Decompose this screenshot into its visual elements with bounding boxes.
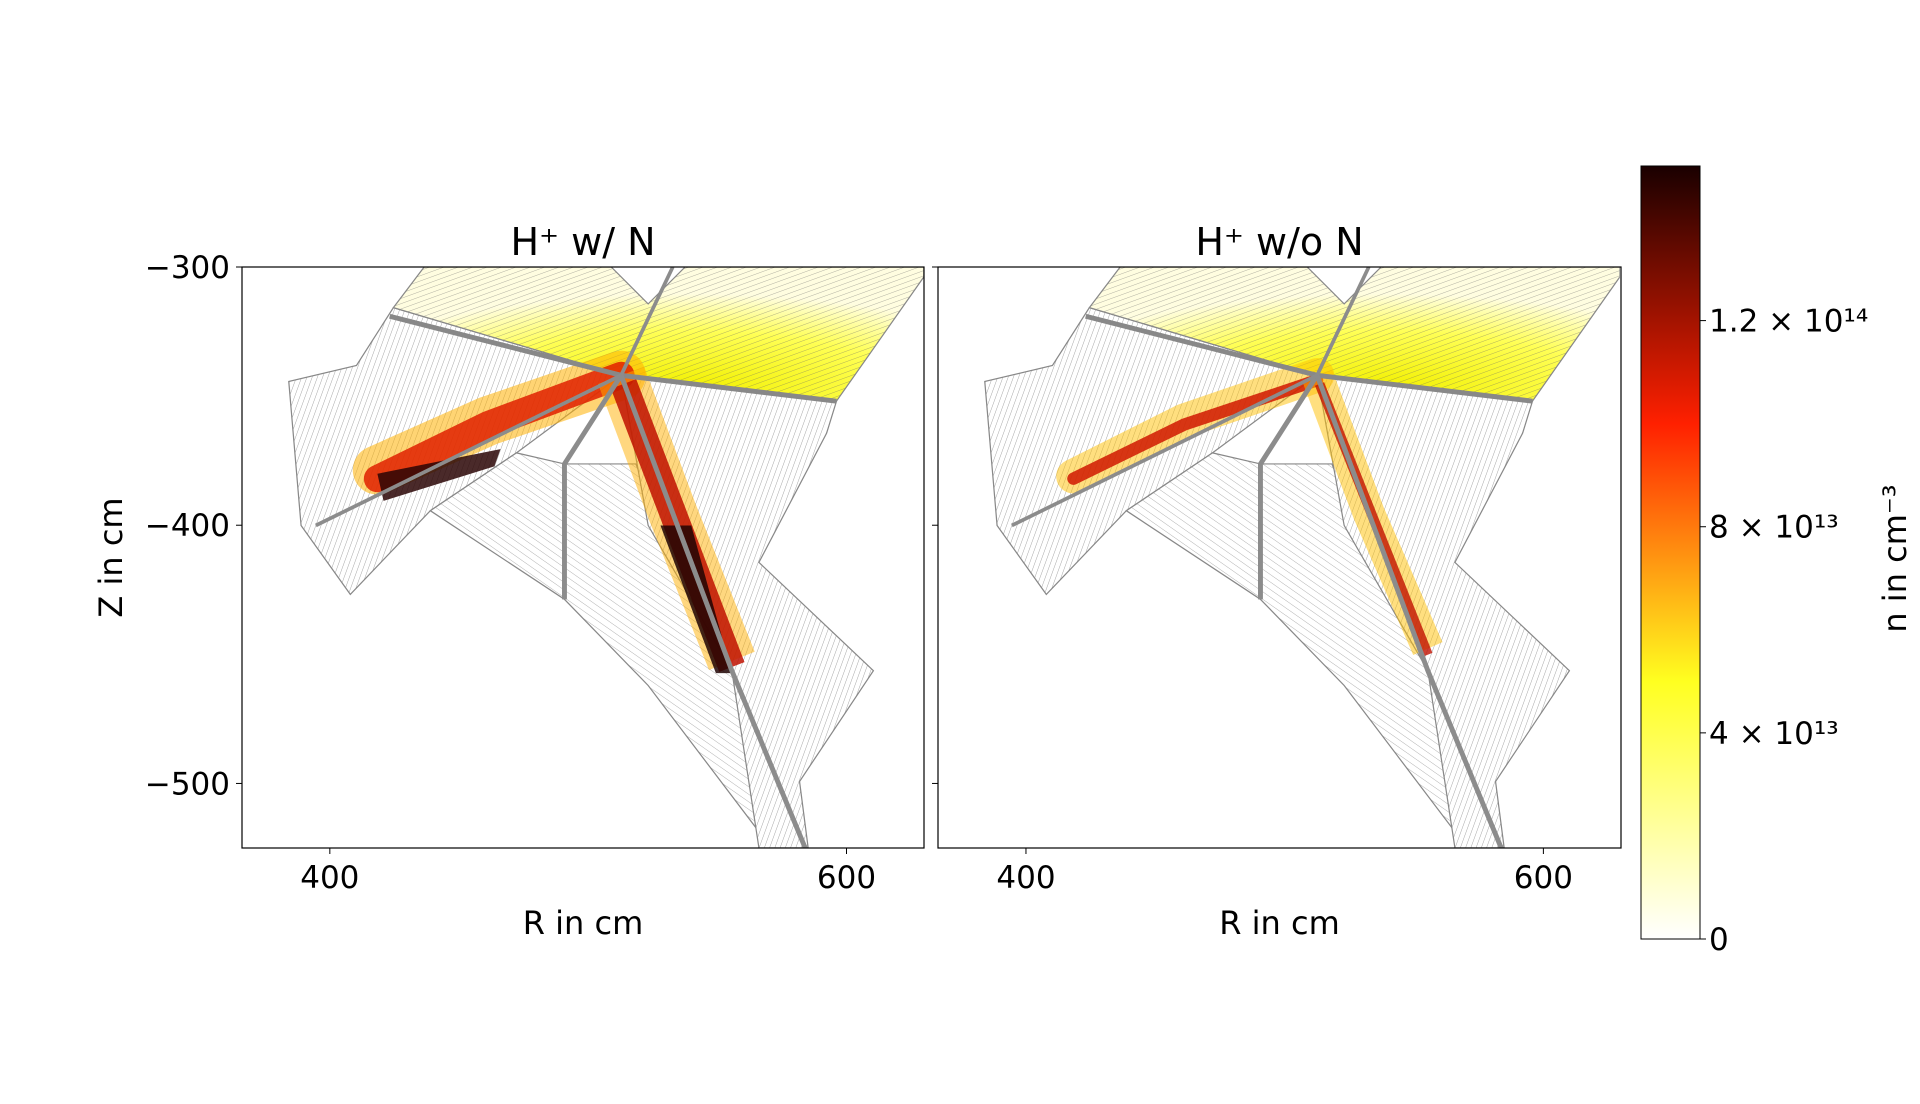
colorbar bbox=[1640, 165, 1701, 940]
y-tick-label: −300 bbox=[145, 250, 230, 286]
y-axis-label: Z in cm bbox=[92, 497, 130, 617]
mesh-plot bbox=[288, 267, 924, 848]
chart-title: H⁺ w/ N bbox=[510, 220, 655, 264]
colorbar-tick-label: 0 bbox=[1709, 922, 1729, 958]
x-tick-label: 400 bbox=[996, 860, 1055, 896]
y-tick-label: −500 bbox=[145, 766, 230, 802]
x-tick-label: 400 bbox=[300, 860, 359, 896]
x-axis-label: R in cm bbox=[523, 904, 644, 942]
mesh-plot bbox=[984, 267, 1620, 848]
colorbar-label: n in cm⁻³ bbox=[1876, 484, 1914, 632]
colorbar-tick-label: 4 × 10¹³ bbox=[1709, 716, 1839, 752]
axes-frame bbox=[241, 266, 925, 849]
x-tick-label: 600 bbox=[1514, 860, 1573, 896]
axes-frame bbox=[937, 266, 1622, 849]
x-axis-label: R in cm bbox=[1219, 904, 1340, 942]
x-tick-label: 600 bbox=[817, 860, 876, 896]
y-tick-label: −400 bbox=[145, 508, 230, 544]
colorbar-tick-label: 1.2 × 10¹⁴ bbox=[1709, 304, 1868, 340]
chart-title: H⁺ w/o N bbox=[1195, 220, 1363, 264]
colorbar-tick-label: 8 × 10¹³ bbox=[1709, 510, 1839, 546]
